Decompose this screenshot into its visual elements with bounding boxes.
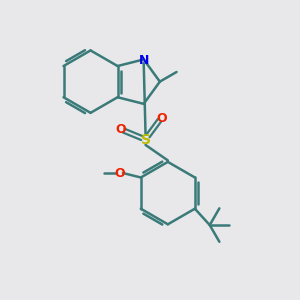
Text: S: S [140,133,151,147]
Text: O: O [115,123,126,136]
Text: O: O [115,167,125,179]
Text: O: O [157,112,167,125]
Text: N: N [139,53,149,67]
